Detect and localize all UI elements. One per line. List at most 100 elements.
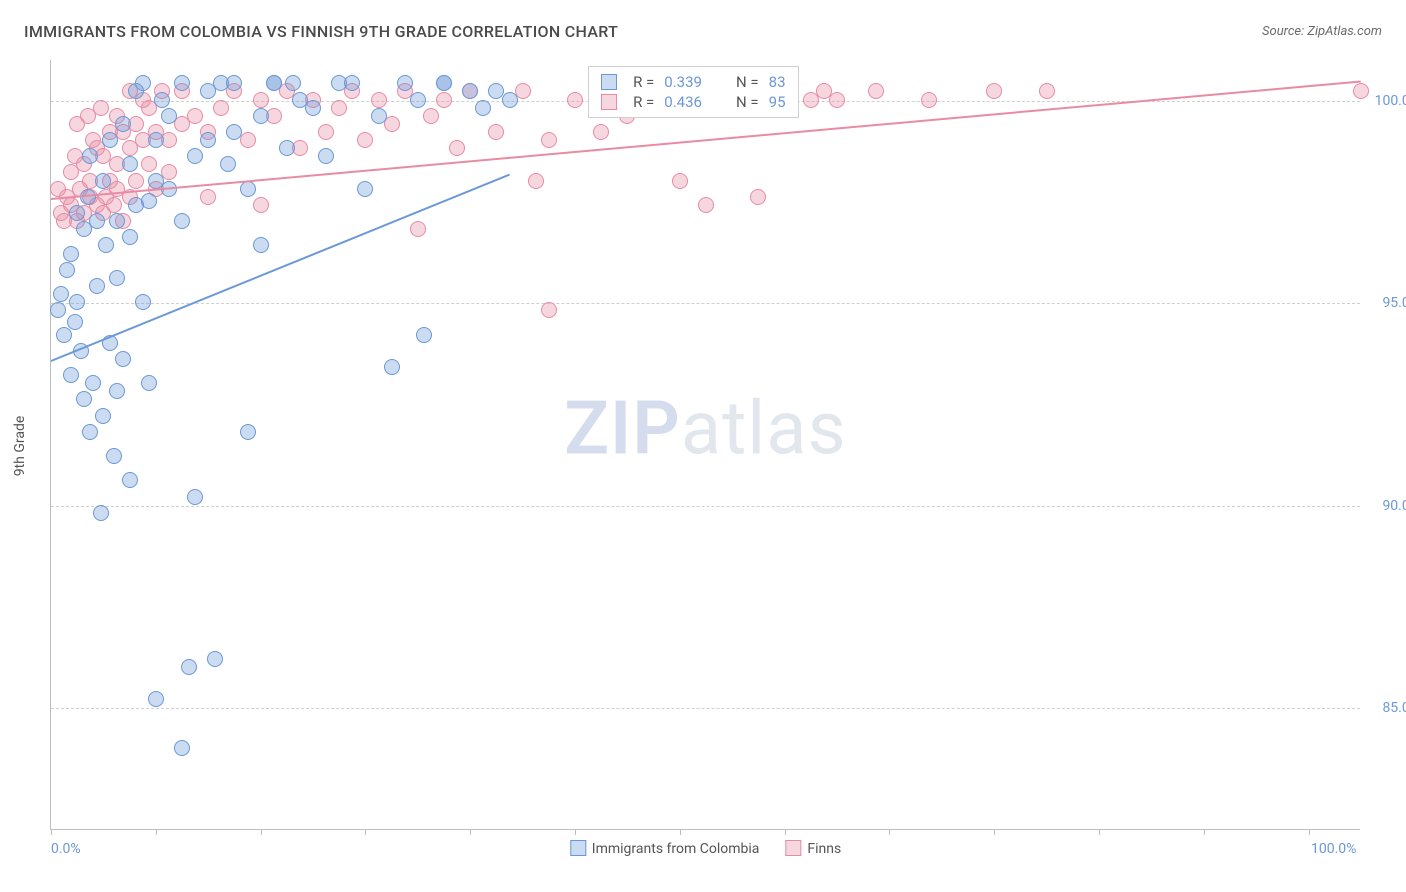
stat-row: R = 0.339N = 83 (601, 73, 785, 91)
scatter-point (502, 92, 518, 108)
scatter-point (279, 140, 295, 156)
scatter-point (174, 75, 190, 91)
scatter-point (187, 489, 203, 505)
scatter-point (488, 124, 504, 140)
scatter-point (122, 156, 138, 172)
scatter-point (436, 92, 452, 108)
scatter-point (89, 278, 105, 294)
scatter-point (200, 132, 216, 148)
scatter-point (921, 92, 937, 108)
scatter-point (475, 100, 491, 116)
x-tick (51, 829, 52, 835)
scatter-point (220, 156, 236, 172)
scatter-plot: ZIPatlas 85.0%90.0%95.0%100.0%0.0%100.0%… (50, 60, 1360, 830)
x-tick (575, 829, 576, 835)
scatter-point (181, 659, 197, 675)
scatter-point (285, 75, 301, 91)
scatter-point (698, 197, 714, 213)
x-tick (994, 829, 995, 835)
x-tick (889, 829, 890, 835)
scatter-point (122, 229, 138, 245)
scatter-point (135, 294, 151, 310)
scatter-point (240, 424, 256, 440)
x-tick (261, 829, 262, 835)
scatter-point (89, 213, 105, 229)
scatter-point (76, 391, 92, 407)
scatter-point (174, 740, 190, 756)
scatter-point (98, 237, 114, 253)
scatter-point (82, 424, 98, 440)
scatter-point (344, 75, 360, 91)
scatter-point (1039, 83, 1055, 99)
x-end-label: 100.0% (1311, 841, 1356, 857)
scatter-point (423, 108, 439, 124)
scatter-point (187, 148, 203, 164)
scatter-point (829, 92, 845, 108)
scatter-point (371, 108, 387, 124)
scatter-point (410, 92, 426, 108)
x-tick (1099, 829, 1100, 835)
scatter-point (318, 148, 334, 164)
scatter-point (102, 132, 118, 148)
scatter-point (371, 92, 387, 108)
scatter-point (109, 383, 125, 399)
x-tick (156, 829, 157, 835)
scatter-point (85, 375, 101, 391)
scatter-point (266, 75, 282, 91)
scatter-point (122, 472, 138, 488)
legend-item: Immigrants from Colombia (570, 840, 760, 857)
watermark: ZIPatlas (564, 386, 846, 473)
x-tick (470, 829, 471, 835)
chart-title: IMMIGRANTS FROM COLOMBIA VS FINNISH 9TH … (24, 22, 618, 41)
x-tick (680, 829, 681, 835)
scatter-point (161, 108, 177, 124)
x-legend: Immigrants from Colombia Finns (570, 840, 841, 857)
y-tick-label: 85.0% (1365, 700, 1406, 716)
scatter-point (416, 327, 432, 343)
scatter-point (148, 132, 164, 148)
scatter-point (174, 213, 190, 229)
scatter-point (109, 213, 125, 229)
x-tick (365, 829, 366, 835)
stat-box: R = 0.339N = 83 R = 0.436N = 95 (588, 66, 798, 118)
stat-row: R = 0.436N = 95 (601, 93, 785, 111)
scatter-point (253, 92, 269, 108)
y-tick-label: 95.0% (1365, 295, 1406, 311)
scatter-point (868, 83, 884, 99)
scatter-point (213, 100, 229, 116)
scatter-point (106, 448, 122, 464)
scatter-point (154, 92, 170, 108)
scatter-point (95, 173, 111, 189)
x-end-label: 0.0% (51, 841, 81, 857)
scatter-point (240, 181, 256, 197)
gridline (51, 708, 1360, 709)
scatter-point (357, 181, 373, 197)
scatter-point (200, 189, 216, 205)
x-tick (785, 829, 786, 835)
scatter-point (109, 270, 125, 286)
scatter-point (226, 124, 242, 140)
scatter-point (82, 148, 98, 164)
scatter-point (528, 173, 544, 189)
scatter-point (567, 92, 583, 108)
scatter-point (141, 156, 157, 172)
scatter-point (93, 100, 109, 116)
scatter-point (672, 173, 688, 189)
stat-swatch (601, 94, 617, 110)
scatter-point (253, 237, 269, 253)
scatter-point (207, 651, 223, 667)
scatter-point (436, 75, 452, 91)
scatter-point (63, 246, 79, 262)
scatter-point (986, 83, 1002, 99)
scatter-point (541, 132, 557, 148)
legend-item: Finns (785, 840, 841, 857)
source-label: Source: ZipAtlas.com (1262, 24, 1382, 39)
scatter-point (384, 359, 400, 375)
scatter-point (148, 691, 164, 707)
scatter-point (593, 124, 609, 140)
scatter-point (69, 294, 85, 310)
scatter-point (106, 197, 122, 213)
scatter-point (750, 189, 766, 205)
scatter-point (397, 75, 413, 91)
scatter-point (50, 302, 66, 318)
